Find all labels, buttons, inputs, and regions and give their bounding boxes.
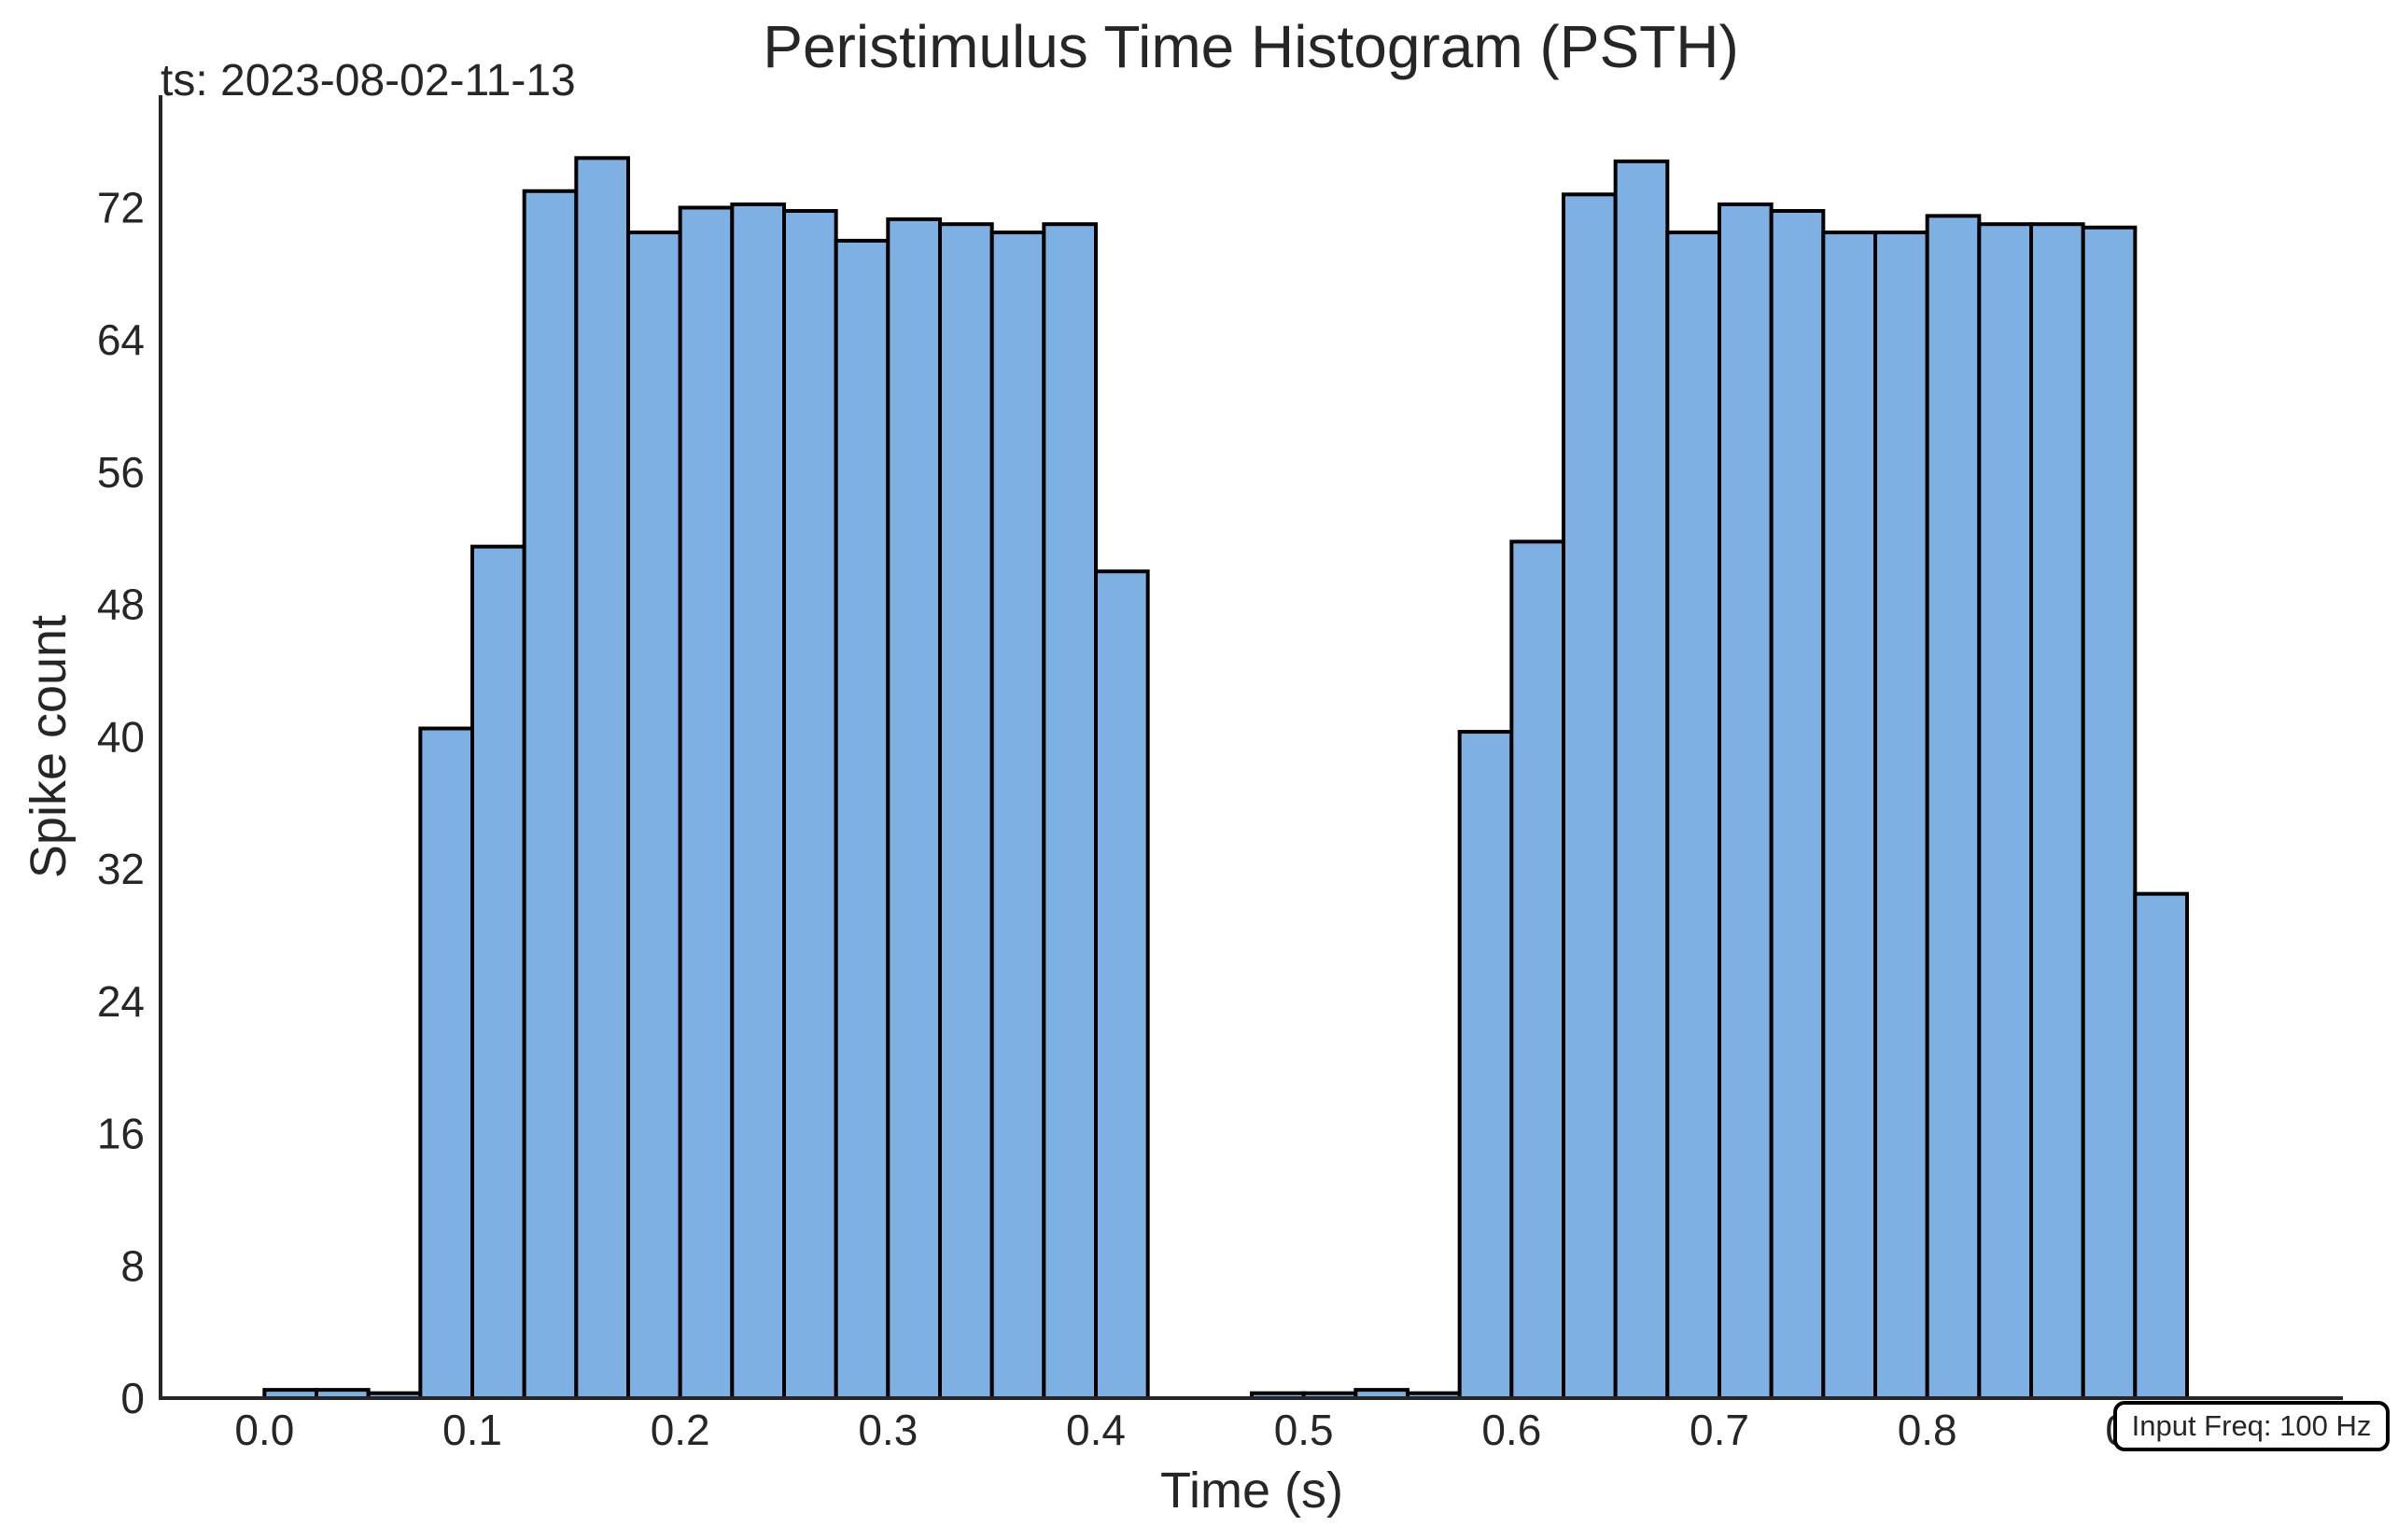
histogram-bar [1718, 202, 1774, 1401]
histogram-bar [1977, 222, 2033, 1400]
histogram-bar [834, 238, 890, 1401]
annotation-text: Input Freq: 100 Hz [2132, 1409, 2372, 1442]
y-tick-label: 56 [97, 448, 145, 497]
annotation-frame [2113, 1401, 2390, 1451]
histogram-bar [1042, 222, 1099, 1400]
y-tick-label: 32 [97, 845, 145, 893]
x-tick-label: 0.7 [1690, 1406, 1749, 1454]
histogram-bar [1562, 192, 1618, 1400]
y-tick-label: 8 [120, 1241, 145, 1290]
y-tick-label: 64 [97, 315, 145, 364]
histogram-bar [730, 202, 786, 1401]
x-axis-ticks: 0.00.10.20.30.40.50.60.70.80.9 [234, 1406, 2165, 1454]
y-tick-label: 48 [97, 581, 145, 629]
histogram-bar [2081, 225, 2138, 1401]
x-tick-label: 0.4 [1066, 1406, 1126, 1454]
histogram-bar [678, 205, 735, 1400]
histogram-bar [522, 189, 579, 1401]
histogram-bar [1509, 539, 1566, 1400]
y-tick-label: 24 [97, 977, 145, 1026]
y-tick-label: 0 [120, 1374, 145, 1422]
x-axis-label: Time (s) [1160, 1463, 1343, 1519]
histogram-bar [989, 231, 1046, 1400]
histogram-bar [1769, 209, 1826, 1401]
histogram-bar [1613, 159, 1670, 1401]
timestamp-label: ts: 2023-08-02-11-13 [161, 56, 576, 105]
histogram-bar [1873, 231, 1929, 1400]
x-tick-label: 0.6 [1481, 1406, 1541, 1454]
histogram-bar [1094, 569, 1150, 1400]
histogram-bar [1665, 231, 1722, 1400]
histogram-bar [2133, 891, 2189, 1400]
histogram-bar [2029, 222, 2085, 1400]
histogram-bar [1457, 730, 1514, 1400]
histogram-bar [418, 726, 475, 1400]
y-tick-label: 40 [97, 712, 145, 761]
x-tick-label: 0.0 [234, 1406, 294, 1454]
histogram-bar [1925, 214, 1982, 1401]
histogram-bars [262, 156, 2189, 1401]
histogram-bar [782, 209, 838, 1401]
histogram-bar [574, 156, 630, 1400]
histogram-bar [470, 544, 526, 1400]
histogram-bar [886, 217, 942, 1400]
histogram-bar [626, 231, 682, 1400]
chart-title: Peristimulus Time Histogram (PSTH) [763, 13, 1739, 80]
x-tick-label: 0.5 [1274, 1406, 1334, 1454]
x-tick-label: 0.2 [651, 1406, 710, 1454]
histogram-bar [1821, 231, 1878, 1400]
y-tick-label: 16 [97, 1110, 145, 1158]
x-tick-label: 0.1 [442, 1406, 502, 1454]
x-tick-label: 0.8 [1898, 1406, 1957, 1454]
x-tick-label: 0.3 [858, 1406, 918, 1454]
y-tick-label: 72 [97, 183, 145, 231]
histogram-bar [938, 222, 994, 1400]
y-axis-ticks: 0 8 16 24 32 40 48 56 64 72 [97, 183, 145, 1422]
input-frequency-box: Input Freq: 100 Hz [2113, 1401, 2390, 1451]
y-axis-label: Spike count [21, 615, 77, 878]
